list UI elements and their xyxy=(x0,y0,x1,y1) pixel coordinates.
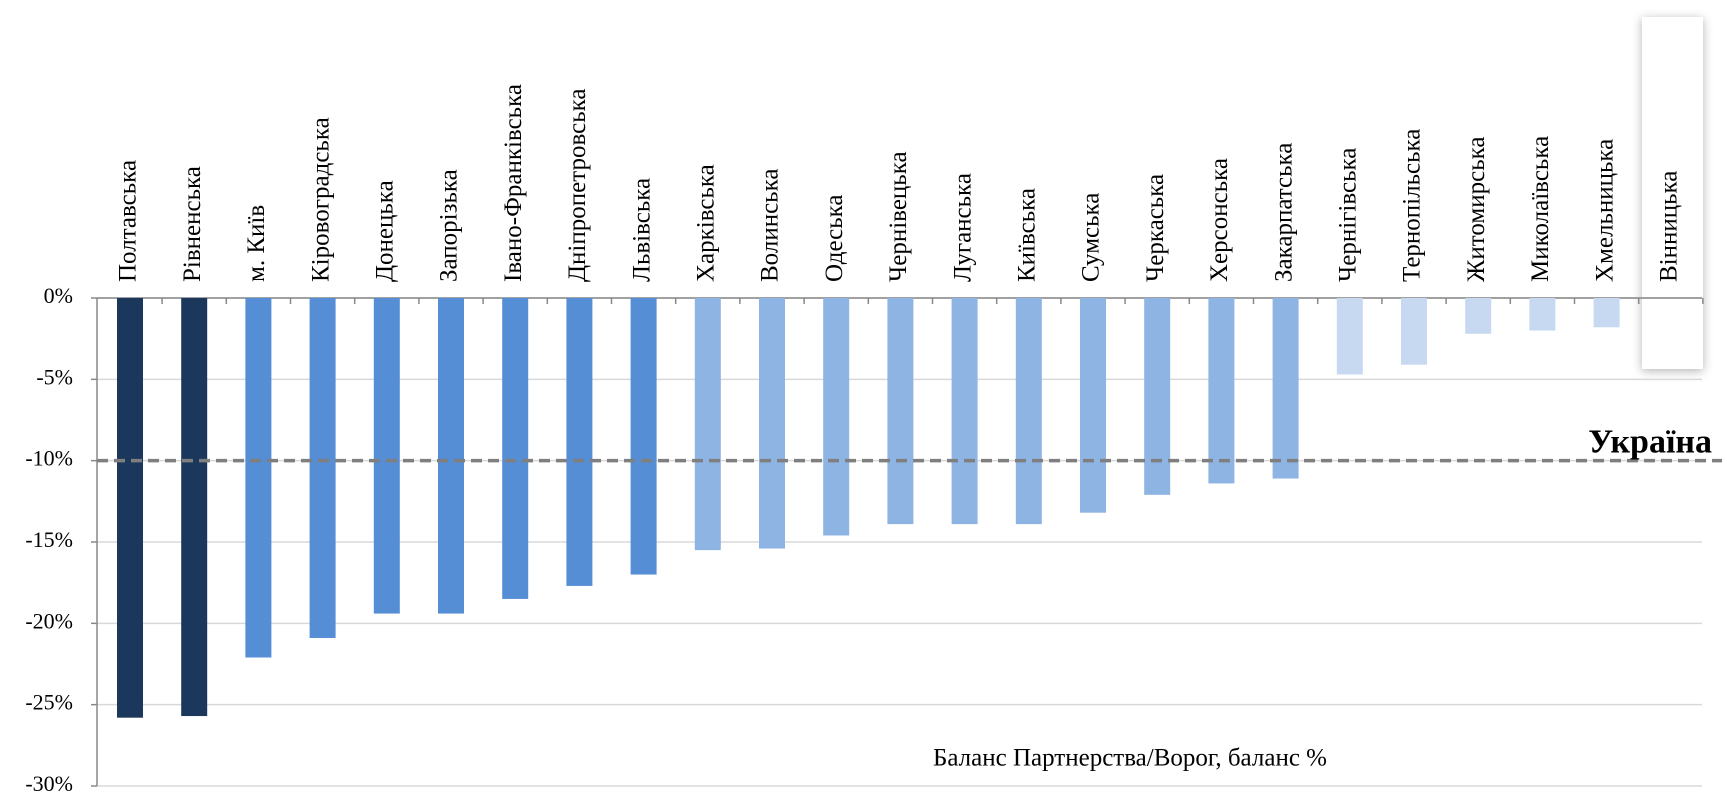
bar xyxy=(438,298,464,614)
x-tick-label: Чернівецька xyxy=(885,151,912,282)
bar xyxy=(1015,298,1042,525)
bar xyxy=(694,298,721,551)
bar xyxy=(117,298,143,718)
x-tick-label: Тернопільська xyxy=(1399,129,1426,282)
bar xyxy=(630,298,657,575)
y-tick-label: -5% xyxy=(36,364,73,389)
bar xyxy=(373,298,400,614)
reference-label: Україна xyxy=(1588,423,1712,460)
bar xyxy=(887,298,914,525)
x-tick-label: Вінницька xyxy=(1656,171,1683,282)
y-tick-label: 0% xyxy=(44,283,73,308)
x-tick-label: Полтавська xyxy=(115,160,142,282)
x-tick-label: Чернігівська xyxy=(1335,148,1362,282)
bar xyxy=(245,298,272,658)
bar xyxy=(1593,298,1620,328)
bar xyxy=(951,298,978,525)
x-tick-label: м. Київ xyxy=(243,205,270,282)
x-tick-label: Харківська xyxy=(693,164,720,282)
x-tick-label: Дніпропетровська xyxy=(564,89,591,282)
x-tick-label: Одеська xyxy=(821,194,848,282)
x-tick-label: Закарпатська xyxy=(1270,143,1297,282)
y-tick-label: -10% xyxy=(25,446,73,471)
x-axis-label: Баланс Партнерства/Ворог, баланс % xyxy=(933,745,1327,772)
bar xyxy=(566,298,593,586)
y-tick-label: -20% xyxy=(25,608,73,633)
x-tick-label: Хмельницька xyxy=(1591,139,1618,282)
bar xyxy=(309,298,336,638)
x-tick-label: Київська xyxy=(1014,188,1041,282)
bar xyxy=(1208,298,1235,484)
highlight-box xyxy=(1642,17,1703,369)
bar xyxy=(502,298,529,599)
x-tick-label: Житомирська xyxy=(1463,137,1490,282)
bar xyxy=(1465,298,1492,334)
x-tick-label: Херсонська xyxy=(1206,158,1233,282)
x-tick-label: Львівська xyxy=(628,178,655,282)
x-tick-label: Донецька xyxy=(372,180,399,282)
x-tick-label: Запорізька xyxy=(436,169,463,282)
bar xyxy=(1336,298,1363,375)
x-tick-label: Миколаївська xyxy=(1527,136,1554,282)
x-tick-label: Луганська xyxy=(949,173,976,282)
x-tick-label: Рівненська xyxy=(179,166,206,282)
bar xyxy=(1529,298,1556,331)
bar xyxy=(1080,298,1106,513)
x-tick-label: Кіровоградська xyxy=(307,117,334,282)
y-tick-label: -15% xyxy=(25,527,73,552)
bar xyxy=(823,298,850,536)
bar xyxy=(759,298,785,549)
bar xyxy=(1401,298,1427,365)
y-tick-label: -25% xyxy=(25,690,73,715)
x-tick-label: Черкаська xyxy=(1142,174,1169,282)
x-tick-label: Івано-Франківська xyxy=(500,84,527,282)
x-tick-label: Волинська xyxy=(757,169,784,282)
bar xyxy=(1272,298,1299,479)
x-tick-label: Сумська xyxy=(1078,193,1105,282)
y-tick-label: -30% xyxy=(25,771,73,796)
bar xyxy=(181,298,208,717)
bar xyxy=(1144,298,1171,495)
